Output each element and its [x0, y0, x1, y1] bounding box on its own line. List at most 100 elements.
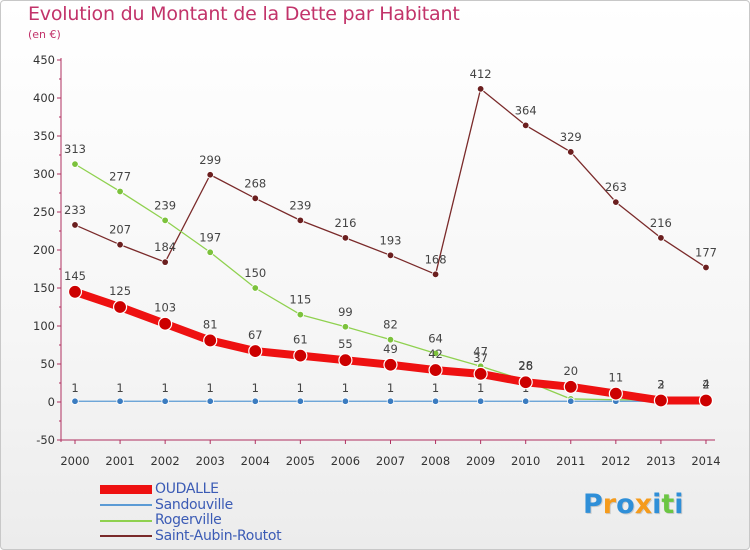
y-tick-label: 350	[33, 129, 55, 143]
data-label-rogerville: 47	[473, 344, 488, 358]
data-label-saint-aubin-routot: 299	[199, 153, 221, 167]
data-label-sandouville: 1	[297, 381, 304, 395]
legend-swatch	[100, 485, 152, 495]
legend-swatch	[100, 535, 152, 538]
brand-letter: o	[616, 489, 635, 520]
data-label-oudalle: 103	[154, 301, 176, 315]
brand-letter: t	[661, 489, 675, 520]
data-label-sandouville: 1	[252, 381, 259, 395]
data-point-oudalle	[338, 353, 353, 368]
x-tick-label: 2006	[331, 454, 360, 468]
data-label-rogerville: 82	[383, 318, 398, 332]
x-tick-label: 2002	[150, 454, 179, 468]
data-label-oudalle: 26	[518, 359, 533, 373]
unit-label: (en €)	[28, 28, 61, 41]
data-label-saint-aubin-routot: 329	[560, 130, 582, 144]
data-point-rogerville	[206, 248, 214, 256]
legend-label: Sandouville	[155, 496, 233, 513]
data-point-oudalle	[518, 375, 533, 390]
data-point-oudalle	[563, 379, 578, 394]
data-point-sandouville	[567, 397, 575, 405]
data-point-saint-aubin-routot	[612, 198, 620, 206]
legend-item: Rogerville	[100, 512, 400, 529]
legend-swatch	[100, 504, 152, 507]
data-label-rogerville: 3	[657, 378, 664, 392]
legend-label: OUDALLE	[155, 481, 219, 497]
data-label-oudalle: 49	[383, 342, 398, 356]
data-label-saint-aubin-routot: 193	[380, 233, 402, 247]
data-point-saint-aubin-routot	[657, 234, 665, 242]
data-point-sandouville	[251, 397, 259, 405]
data-label-rogerville: 4	[702, 377, 709, 391]
x-tick-label: 2000	[60, 454, 89, 468]
data-label-sandouville: 1	[342, 381, 349, 395]
data-point-saint-aubin-routot	[386, 251, 395, 260]
data-label-sandouville: 1	[477, 381, 484, 395]
brand-letter: x	[634, 489, 653, 520]
data-point-rogerville	[296, 310, 305, 319]
x-tick-label: 2010	[511, 454, 540, 468]
data-label-oudalle: 20	[563, 364, 578, 378]
data-point-saint-aubin-routot	[116, 240, 124, 249]
chart-title: Evolution du Montant de la Dette par Hab…	[28, 3, 460, 25]
data-point-sandouville	[116, 397, 124, 405]
data-label-rogerville: 197	[199, 230, 221, 244]
data-point-sandouville	[386, 397, 395, 405]
legend: OUDALLE Sandouville Rogerville Saint-Aubin-…	[100, 481, 400, 545]
data-label-rogerville: 28	[518, 359, 533, 373]
brand-letter: P	[583, 489, 603, 520]
data-point-sandouville	[431, 397, 440, 405]
y-tick-label: 250	[33, 205, 55, 219]
data-label-saint-aubin-routot: 239	[289, 198, 311, 212]
data-label-rogerville: 64	[428, 331, 443, 345]
y-tick-label: 200	[33, 243, 55, 257]
y-tick-label: -50	[36, 433, 55, 447]
data-point-sandouville	[71, 397, 79, 405]
x-tick-label: 2004	[241, 454, 270, 468]
data-point-saint-aubin-routot	[476, 85, 485, 93]
data-label-rogerville: 313	[64, 142, 86, 156]
data-point-rogerville	[116, 187, 124, 196]
data-label-rogerville: 239	[154, 198, 176, 212]
data-label-oudalle: 37	[473, 351, 488, 365]
data-point-sandouville	[206, 397, 214, 405]
data-label-saint-aubin-routot: 412	[470, 67, 492, 81]
data-label-saint-aubin-routot: 263	[605, 180, 627, 194]
x-tick-label: 2008	[421, 454, 450, 468]
data-point-oudalle	[158, 316, 173, 331]
data-label-saint-aubin-routot: 364	[515, 103, 537, 117]
x-tick-label: 2007	[376, 454, 405, 468]
data-point-oudalle	[698, 393, 714, 408]
data-label-sandouville: 1	[71, 381, 78, 395]
data-label-sandouville: 1	[207, 381, 214, 395]
data-point-rogerville	[71, 160, 79, 168]
data-point-saint-aubin-routot	[296, 216, 305, 225]
data-point-rogerville	[431, 349, 440, 358]
data-label-oudalle: 145	[64, 269, 86, 283]
data-label-oudalle: 81	[203, 317, 218, 331]
data-point-oudalle	[203, 333, 218, 348]
y-tick-label: 100	[33, 319, 55, 333]
legend-item: OUDALLE	[100, 481, 400, 498]
data-label-saint-aubin-routot: 233	[64, 203, 86, 217]
data-label-oudalle: 2	[657, 377, 664, 391]
data-label-saint-aubin-routot: 268	[244, 176, 266, 190]
brand-letter: i	[652, 489, 662, 520]
data-label-saint-aubin-routot: 207	[109, 223, 131, 237]
data-point-saint-aubin-routot	[206, 171, 214, 179]
data-point-oudalle	[608, 386, 623, 401]
legend-item: Sandouville	[100, 496, 400, 514]
data-label-oudalle: 2	[702, 377, 709, 391]
data-point-oudalle	[112, 299, 128, 315]
data-point-saint-aubin-routot	[71, 221, 79, 229]
data-point-saint-aubin-routot	[702, 263, 710, 272]
data-point-sandouville	[296, 397, 305, 405]
data-label-oudalle: 61	[293, 333, 308, 347]
data-point-saint-aubin-routot	[251, 194, 259, 203]
data-label-saint-aubin-routot: 184	[154, 240, 176, 254]
legend-item: Saint-Aubin-Routot	[100, 528, 400, 545]
data-label-saint-aubin-routot: 168	[425, 252, 447, 266]
data-point-oudalle	[293, 348, 308, 363]
data-point-sandouville	[341, 397, 350, 405]
